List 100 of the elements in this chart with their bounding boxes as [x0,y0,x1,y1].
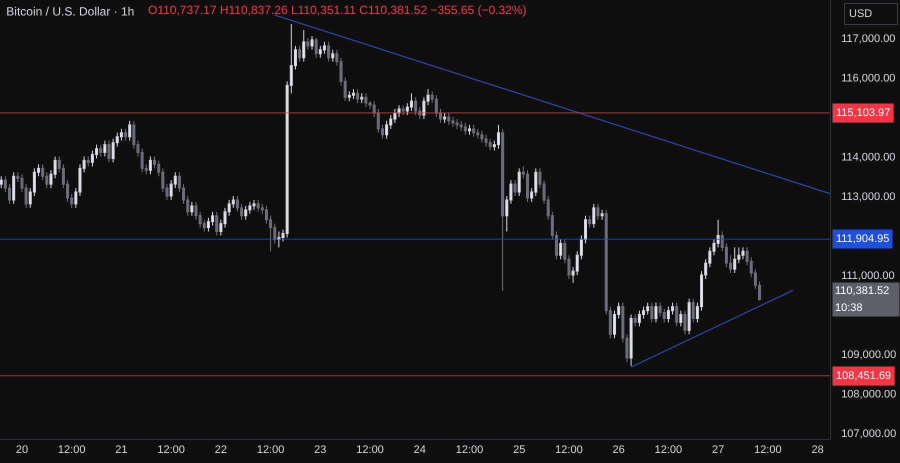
x-tick-label: 12:00 [356,444,384,456]
candlestick [215,211,218,236]
candlestick [302,30,306,62]
x-tick-label: 28 [811,444,824,456]
candlestick [314,37,318,58]
chart-subtitle: O110,737.17 H110,837.26 L110,351.11 C110,381.52 −355.65 (−0.32%) [148,3,527,17]
candlestick [451,116,454,128]
candlestick [518,168,521,196]
candlestick [480,130,484,144]
candlestick [402,104,405,116]
candlestick [12,172,16,204]
candlestick [322,41,326,54]
x-tick-label: 22 [214,444,227,456]
candlestick [501,128,504,292]
candlestick [584,215,588,244]
candlestick [646,302,650,316]
candlestick [630,314,633,366]
candlestick [675,302,678,327]
y-tick-label: 108,000.00 [841,388,896,400]
candlestick [252,199,256,210]
candlestick [559,238,562,260]
candlestick [410,92,413,112]
candlestick [103,140,106,157]
candlestick [464,122,467,136]
candlestick [124,128,128,142]
candlestick [310,35,314,50]
candlestick [638,310,641,327]
x-tick-label: 12:00 [456,444,484,456]
candlestick [683,310,686,335]
candlestick [318,45,322,58]
candlestick [741,246,744,260]
candlestick [360,92,364,104]
candlestick [476,128,480,140]
candlestick [733,246,736,274]
ref-line-label: 108,451.69 [836,370,892,382]
candlestick [99,144,102,157]
text: USD [849,8,872,20]
x-tick-label: 25 [513,444,526,456]
x-tick-label: 12:00 [555,444,583,456]
x-tick-label: 12:00 [654,444,682,456]
candlestick [484,134,488,148]
candlestick [488,138,492,152]
candlestick [190,201,194,216]
candlestick [666,306,670,323]
candlestick [438,108,442,124]
y-tick-label: 117,000.00 [841,32,896,45]
candlestick [460,120,463,132]
text: 110,381.52 [835,285,890,297]
candlestick [352,88,355,100]
ref-line-label: 115,103.97 [836,107,890,119]
candlestick [107,140,110,163]
x-tick-label: 27 [712,444,724,456]
candlestick [128,120,132,142]
candlestick [634,314,637,327]
x-tick-label: 12:00 [256,444,284,456]
candlestick [414,96,418,116]
y-tick-label: 114,000.00 [841,151,896,164]
x-tick-label: 20 [16,444,28,456]
candlestick [588,215,592,228]
candlestick [688,298,691,335]
chart-title: Bitcoin / U.S. Dollar · 1h [6,4,134,18]
candlestick [514,180,517,196]
candlestick [277,231,280,248]
candlestick [592,203,596,228]
candlestick [472,124,476,138]
candlestick [398,104,401,118]
candlestick [327,41,330,62]
x-tick-label: 23 [314,444,326,456]
candlestick [434,94,438,118]
candlestick [0,176,3,189]
candlestick [456,118,459,130]
candlestick [468,124,472,136]
y-tick-label: 109,000.00 [841,348,896,361]
candlestick [650,302,654,323]
candlestick [443,112,446,124]
candlestick [298,45,302,62]
x-tick-label: 12:00 [58,444,86,456]
y-tick-label: 113,000.00 [841,190,896,203]
x-tick-label: 26 [612,444,625,456]
x-tick-label: 24 [414,444,426,456]
candlestick [148,156,152,175]
x-tick-label: 21 [115,444,128,456]
candlestick [496,124,500,150]
candlestick [600,209,604,220]
candlestick [596,203,600,220]
candlestick [364,92,368,108]
ref-line-label: 111,904.95 [836,233,890,245]
y-tick-label: 107,000.00 [841,428,896,440]
x-tick-label: 12:00 [157,444,185,456]
candlestick [447,112,450,126]
candlestick [256,199,260,212]
candlestick [348,90,351,102]
candlestick [306,37,310,50]
candlestick [526,170,530,202]
candlestick [331,49,334,62]
candlestick [372,100,376,118]
y-tick-label: 111,000.00 [841,270,895,282]
text: 10:38 [835,302,863,314]
candlestick [654,302,658,323]
candlestick [692,298,695,323]
